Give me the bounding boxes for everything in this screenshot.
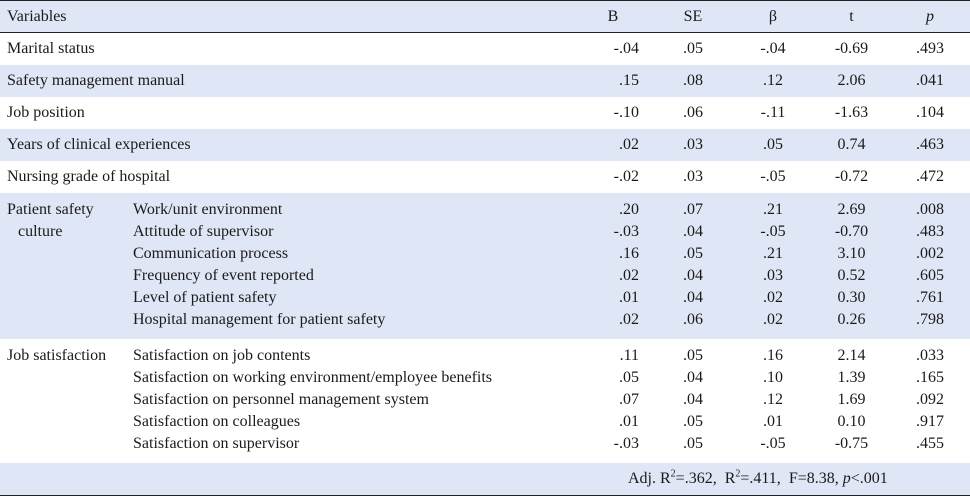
cell-t: 0.74 <box>837 136 866 153</box>
group-job-satisfaction: Job satisfaction Satisfaction on job con… <box>0 339 970 463</box>
list-item: Work/unit environment <box>133 201 283 218</box>
list-item: Hospital management for patient safety <box>133 311 386 328</box>
cell-t: 2.14 1.39 1.69 0.10 -0.75 <box>834 347 869 452</box>
cell-p: .463 <box>916 136 944 153</box>
cell-B: -.02 <box>613 168 639 185</box>
cell-p: .041 <box>916 72 944 89</box>
cell-beta: .05 <box>763 136 783 153</box>
group-patient-safety-culture: Patient safety culture Work/unit environ… <box>0 193 970 339</box>
cell-SE: .08 <box>683 72 703 89</box>
table-row: Nursing grade of hospital -.02 .03 -.05 … <box>0 161 970 193</box>
header-B: B <box>573 0 653 33</box>
cell-beta: .12 <box>763 72 783 89</box>
row-variable: Years of clinical experiences <box>7 136 191 153</box>
cell-t: 2.06 <box>837 72 866 89</box>
cell-t: -0.72 <box>834 168 869 185</box>
cell-p: .493 <box>916 40 944 57</box>
cell-p: .104 <box>916 104 944 121</box>
cell-SE: .05 .04 .04 .05 .05 <box>683 347 703 452</box>
cell-p: .033 .165 .092 .917 .455 <box>916 347 944 452</box>
cell-p: .008 .483 .002 .605 .761 .798 <box>916 201 944 328</box>
cell-beta: -.05 <box>760 168 786 185</box>
list-item: Satisfaction on supervisor <box>133 435 300 452</box>
list-item: Satisfaction on colleagues <box>133 413 301 430</box>
header-t: t <box>813 0 890 33</box>
list-item: Frequency of event reported <box>133 267 314 284</box>
list-item: Level of patient safety <box>133 289 277 306</box>
model-summary: Adj. R2=.362, R2=.411, F=8.38, p<.001 <box>0 463 970 496</box>
group-label: Patient safety culture <box>0 193 133 339</box>
list-item: Attitude of supervisor <box>133 223 274 240</box>
header-row: Variables B SE β t p <box>0 0 970 33</box>
table-row: Safety management manual .15 .08 .12 2.0… <box>0 65 970 97</box>
cell-t: -1.63 <box>834 104 869 121</box>
model-summary-row: Adj. R2=.362, R2=.411, F=8.38, p<.001 <box>0 463 970 496</box>
cell-B: -.10 <box>613 104 639 121</box>
header-SE: SE <box>653 0 733 33</box>
cell-B: .20 -.03 .16 .02 .01 .02 <box>613 201 639 328</box>
list-item: Communication process <box>133 245 289 262</box>
list-item: Satisfaction on working environment/empl… <box>133 369 493 386</box>
group-label-line: Job satisfaction <box>7 347 107 364</box>
group-item-names: Satisfaction on job contents Satisfactio… <box>133 339 573 463</box>
cell-t: 2.69 -0.70 3.10 0.52 0.30 0.26 <box>834 201 869 328</box>
table-row: Years of clinical experiences .02 .03 .0… <box>0 129 970 161</box>
header-variables: Variables <box>0 0 573 33</box>
cell-SE: .05 <box>683 40 703 57</box>
cell-SE: .03 <box>683 136 703 153</box>
header-beta: β <box>733 0 813 33</box>
cell-SE: .03 <box>683 168 703 185</box>
row-variable: Marital status <box>7 40 95 57</box>
cell-B: .15 <box>619 72 639 89</box>
table-row: Job position -.10 .06 -.11 -1.63 .104 <box>0 97 970 129</box>
cell-p: .472 <box>916 168 944 185</box>
header-p: p <box>890 0 970 33</box>
cell-B: .11 .05 .07 .01 -.03 <box>613 347 639 452</box>
cell-beta: .21 -.05 .21 .03 .02 .02 <box>760 201 786 328</box>
table-row: Marital status -.04 .05 -.04 -0.69 .493 <box>0 32 970 65</box>
cell-SE: .06 <box>683 104 703 121</box>
cell-beta: .16 .10 .12 .01 -.05 <box>760 347 786 452</box>
group-label-line: culture <box>18 223 63 240</box>
cell-B: -.04 <box>613 40 639 57</box>
row-variable: Nursing grade of hospital <box>7 168 171 185</box>
row-variable: Safety management manual <box>7 72 185 89</box>
cell-B: .02 <box>619 136 639 153</box>
cell-beta: -.04 <box>760 40 786 57</box>
group-item-names: Work/unit environment Attitude of superv… <box>133 193 573 339</box>
cell-t: -0.69 <box>834 40 869 57</box>
cell-SE: .07 .04 .05 .04 .04 .06 <box>683 201 703 328</box>
group-label: Job satisfaction <box>0 339 133 463</box>
row-variable: Job position <box>7 104 85 121</box>
list-item: Satisfaction on job contents <box>133 347 311 364</box>
cell-beta: -.11 <box>760 104 786 121</box>
group-label-line: Patient safety <box>7 201 94 218</box>
list-item: Satisfaction on personnel management sys… <box>133 391 429 408</box>
